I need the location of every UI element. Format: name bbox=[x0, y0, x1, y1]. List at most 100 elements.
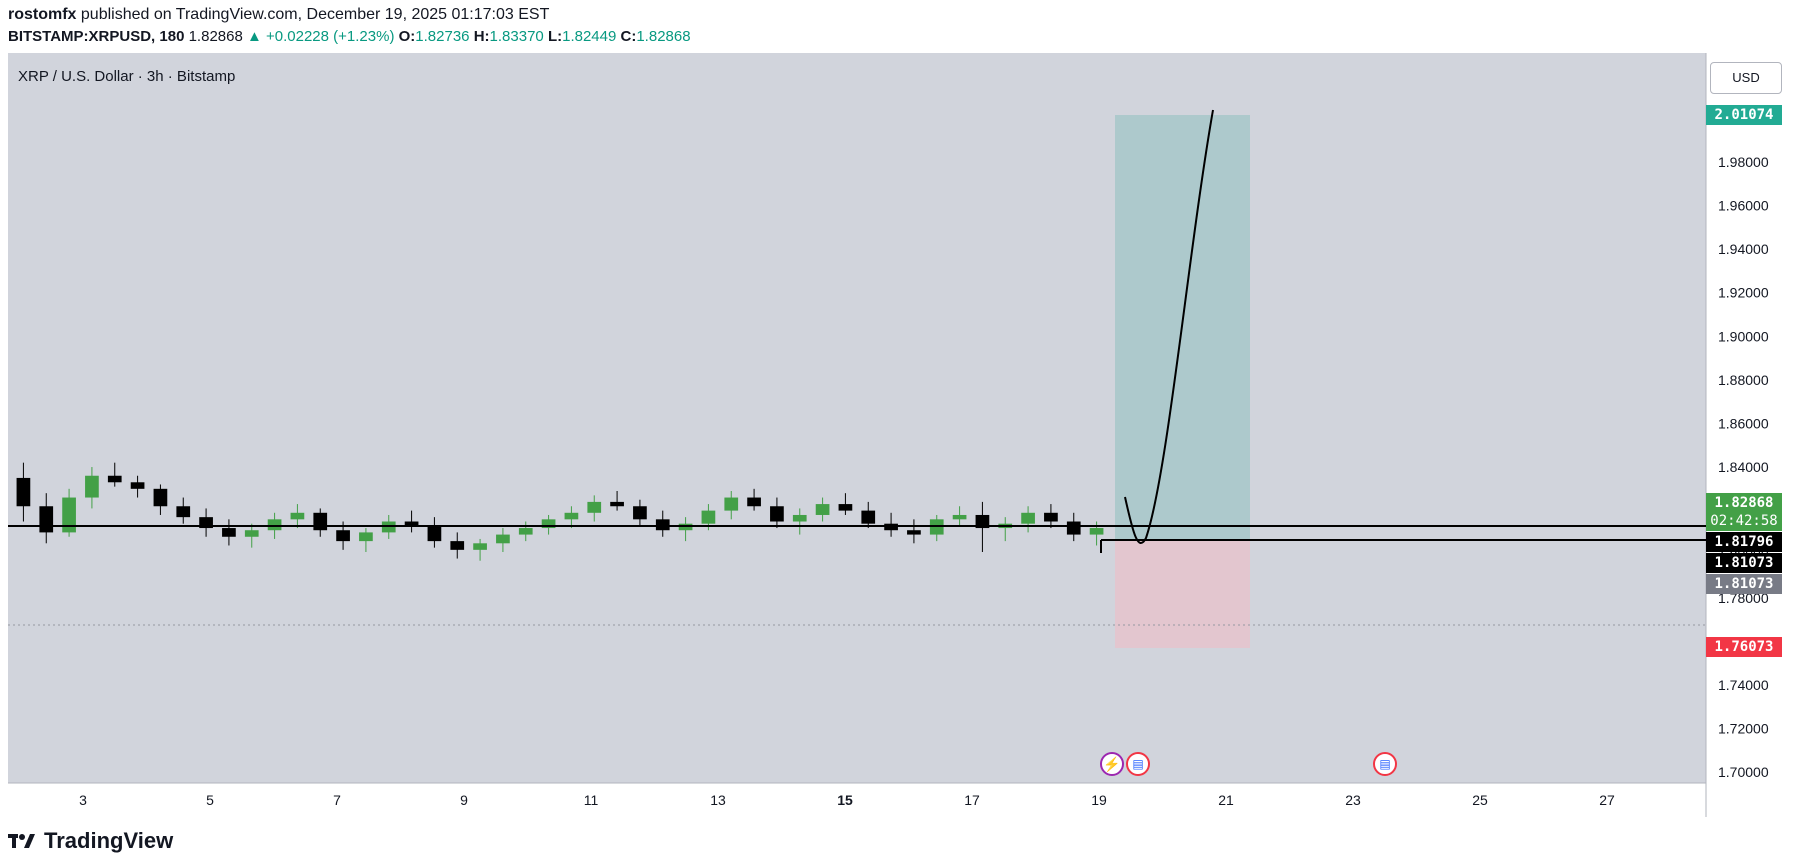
countdown-tag: 02:42:58 bbox=[1706, 511, 1782, 531]
stop-price-tag: 1.76073 bbox=[1706, 637, 1782, 657]
author-name[interactable]: rostomfx bbox=[8, 6, 77, 23]
candle-body bbox=[336, 530, 350, 542]
x-tick-label: 5 bbox=[206, 792, 214, 808]
y-tick-label: 1.90000 bbox=[1718, 328, 1769, 344]
x-axis-labels: 3 5 7 9 11 13 15 17 19 21 23 25 27 bbox=[79, 792, 1615, 808]
y-tick-label: 1.92000 bbox=[1718, 285, 1769, 301]
candle-body bbox=[975, 514, 990, 529]
candle-body bbox=[815, 504, 830, 515]
high-value: 1.83370 bbox=[489, 28, 544, 45]
candle-body bbox=[496, 534, 510, 544]
x-tick-label: 15 bbox=[837, 792, 853, 808]
current-price-tag: 1.82868 bbox=[1706, 493, 1782, 513]
x-tick-label: 19 bbox=[1091, 792, 1107, 808]
candle-body bbox=[199, 517, 213, 529]
x-tick-label: 7 bbox=[333, 792, 341, 808]
candle-body bbox=[1044, 512, 1058, 522]
brand-name: TradingView bbox=[44, 828, 174, 853]
candle-body bbox=[1066, 521, 1081, 535]
projected-path bbox=[1124, 109, 1214, 545]
candle-body bbox=[450, 541, 465, 550]
x-tick-label: 27 bbox=[1599, 792, 1615, 808]
line-price-tag: 1.81073 bbox=[1706, 553, 1782, 573]
candle-body bbox=[633, 506, 647, 520]
x-tick-label: 23 bbox=[1345, 792, 1361, 808]
x-tick-label: 3 bbox=[79, 792, 87, 808]
candle-body bbox=[792, 514, 807, 522]
y-tick-label: 1.70000 bbox=[1718, 764, 1769, 780]
candle-body bbox=[473, 543, 487, 550]
us-flag-event-icon[interactable]: ▤ bbox=[1126, 752, 1150, 776]
candle-body bbox=[130, 482, 145, 489]
candle-body bbox=[770, 506, 784, 522]
candle-body bbox=[85, 475, 99, 498]
y-tick-label: 1.74000 bbox=[1718, 677, 1769, 693]
candle-body bbox=[1021, 512, 1035, 524]
entry-price-tag: 1.81796 bbox=[1706, 532, 1782, 552]
close-value: 1.82868 bbox=[636, 28, 691, 45]
candle-body bbox=[655, 519, 670, 531]
open-label: O: bbox=[398, 28, 416, 45]
x-tick-label: 21 bbox=[1218, 792, 1234, 808]
y-tick-label: 1.86000 bbox=[1718, 415, 1769, 431]
y-tick-label: 1.72000 bbox=[1718, 721, 1769, 737]
candle-body bbox=[16, 477, 31, 507]
last-price: 1.82868 bbox=[188, 28, 243, 45]
low-price-tag: 1.81073 bbox=[1706, 574, 1782, 594]
price-scale bbox=[1706, 53, 1788, 817]
candle-body bbox=[952, 514, 967, 520]
candle-body bbox=[153, 488, 168, 507]
symbol-ohlc-line: BITSTAMP:XRPUSD, 180 1.82868 ▲ +0.02228 … bbox=[8, 28, 691, 45]
candle-body bbox=[176, 506, 191, 518]
candle-body bbox=[359, 532, 373, 542]
x-tick-label: 13 bbox=[710, 792, 726, 808]
y-tick-label: 1.84000 bbox=[1718, 459, 1769, 475]
time-scale bbox=[8, 783, 1706, 817]
brand-footer: TradingView bbox=[8, 828, 173, 854]
candle-body bbox=[587, 501, 602, 513]
published-text: published on TradingView.com, December 1… bbox=[76, 6, 550, 23]
candle-body bbox=[222, 528, 236, 537]
long-position-loss-zone bbox=[1115, 540, 1250, 648]
candle-body bbox=[290, 512, 305, 520]
open-value: 1.82736 bbox=[415, 28, 470, 45]
candle-body bbox=[701, 510, 716, 524]
price-change: ▲ +0.02228 (+1.23%) bbox=[247, 28, 395, 45]
candle-body bbox=[541, 519, 556, 529]
symbol-label: BITSTAMP:XRPUSD, 180 bbox=[8, 28, 185, 45]
y-tick-label: 1.88000 bbox=[1718, 372, 1769, 388]
x-tick-label: 9 bbox=[460, 792, 468, 808]
candle-body bbox=[62, 497, 76, 533]
y-tick-label: 1.98000 bbox=[1718, 154, 1769, 170]
candle-body bbox=[838, 504, 853, 511]
high-label: H: bbox=[473, 28, 490, 45]
price-chart[interactable]: 2.000001.980001.960001.940001.920001.900… bbox=[8, 53, 1788, 817]
target-price-tag: 2.01074 bbox=[1706, 105, 1782, 125]
candle-body bbox=[747, 497, 761, 507]
x-tick-label: 25 bbox=[1472, 792, 1488, 808]
y-tick-label: 1.96000 bbox=[1718, 198, 1769, 214]
publication-info: rostomfx published on TradingView.com, D… bbox=[8, 6, 549, 24]
candle-body bbox=[724, 497, 739, 511]
candle-body bbox=[610, 501, 624, 507]
close-label: C: bbox=[620, 28, 637, 45]
candle-body bbox=[39, 506, 54, 533]
candle-body bbox=[427, 525, 442, 542]
plot-area bbox=[8, 53, 1706, 783]
candle-body bbox=[107, 475, 122, 483]
tradingview-logo-icon bbox=[8, 834, 35, 848]
us-flag-event-icon-2[interactable]: ▤ bbox=[1373, 752, 1397, 776]
candle-body bbox=[518, 528, 533, 535]
low-value: 1.82449 bbox=[562, 28, 617, 45]
x-tick-label: 17 bbox=[964, 792, 980, 808]
candle-body bbox=[564, 512, 579, 520]
y-tick-label: 1.94000 bbox=[1718, 241, 1769, 257]
candle-body bbox=[861, 510, 876, 524]
low-label: L: bbox=[547, 28, 563, 45]
currency-button[interactable]: USD bbox=[1710, 62, 1782, 94]
earnings-event-icon[interactable]: ⚡ bbox=[1100, 752, 1124, 776]
candle-body bbox=[1089, 528, 1104, 535]
x-tick-label: 11 bbox=[584, 792, 599, 808]
candle-body bbox=[244, 530, 259, 537]
candle-body bbox=[313, 512, 328, 531]
